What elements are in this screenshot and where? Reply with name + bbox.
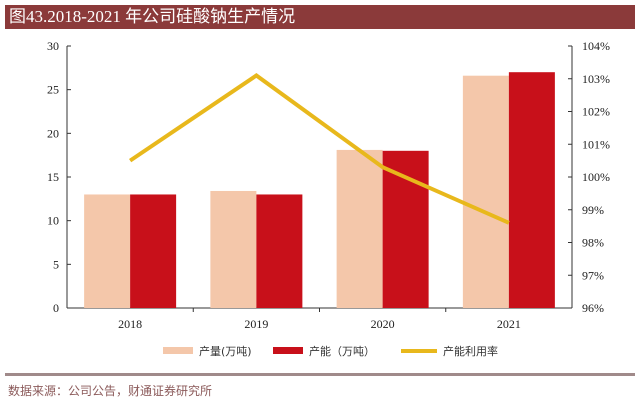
- bar-production: [336, 149, 383, 308]
- bar-capacity: [508, 72, 555, 308]
- right-tick-label: 97%: [582, 268, 604, 282]
- bar-production: [462, 75, 509, 309]
- bar-capacity: [130, 194, 177, 308]
- left-tick-label: 20: [47, 126, 59, 140]
- right-tick-label: 98%: [582, 236, 604, 250]
- line-utilization: [129, 73, 510, 225]
- divider: [5, 373, 635, 376]
- legend-swatch: [273, 347, 303, 354]
- right-tick-label: 104%: [582, 39, 610, 53]
- x-tick-label: 2021: [497, 317, 521, 331]
- right-tick-label: 101%: [582, 137, 610, 151]
- left-tick-label: 10: [47, 214, 59, 228]
- legend-label: 产量(万吨): [199, 344, 252, 358]
- source-note: 数据来源：公司公告，财通证券研究所: [8, 384, 213, 398]
- legend-label: 产能利用率: [443, 344, 498, 358]
- chart-title: 图43.2018-2021 年公司硅酸钠生产情况: [5, 5, 635, 29]
- left-tick-label: 30: [47, 39, 59, 53]
- legend-label: 产能（万吨）: [309, 344, 375, 358]
- x-tick-label: 2020: [371, 317, 395, 331]
- right-tick-label: 103%: [582, 72, 610, 86]
- x-tick-label: 2018: [118, 317, 142, 331]
- bar-capacity: [256, 194, 303, 308]
- bar-production: [84, 194, 131, 308]
- left-tick-label: 5: [53, 257, 59, 271]
- right-tick-label: 102%: [582, 105, 610, 119]
- left-tick-label: 15: [47, 170, 59, 184]
- bar-capacity: [382, 150, 429, 308]
- left-tick-label: 0: [53, 301, 59, 315]
- right-tick-label: 100%: [582, 170, 610, 184]
- bar-production: [210, 190, 257, 308]
- left-tick-label: 25: [47, 83, 59, 97]
- x-tick-label: 2019: [244, 317, 268, 331]
- right-tick-label: 99%: [582, 203, 604, 217]
- right-tick-label: 96%: [582, 301, 604, 315]
- chart: 0 5 10 15 20 25 30 96% 97% 98% 99% 100% 101% 102% 103%…: [47, 39, 610, 358]
- legend-swatch: [163, 347, 193, 354]
